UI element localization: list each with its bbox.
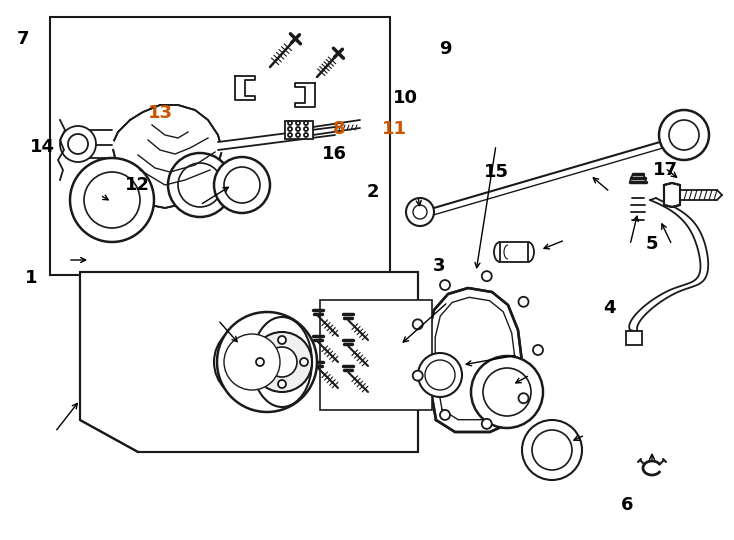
Text: 6: 6 (621, 496, 634, 514)
Circle shape (278, 336, 286, 344)
Circle shape (471, 356, 543, 428)
Text: 14: 14 (30, 138, 55, 156)
Bar (500, 242, 528, 262)
Circle shape (168, 153, 232, 217)
Circle shape (518, 297, 528, 307)
Text: 17: 17 (653, 161, 678, 179)
Circle shape (288, 127, 292, 131)
Text: 11: 11 (382, 119, 407, 138)
Circle shape (252, 332, 312, 392)
Polygon shape (112, 105, 222, 208)
Circle shape (482, 271, 492, 281)
Text: 12: 12 (125, 176, 150, 194)
Circle shape (217, 312, 317, 412)
Polygon shape (80, 272, 418, 452)
Circle shape (482, 419, 492, 429)
Text: 15: 15 (484, 163, 509, 181)
Circle shape (178, 163, 222, 207)
Text: 5: 5 (645, 235, 658, 253)
Circle shape (440, 410, 450, 420)
Circle shape (425, 360, 455, 390)
Circle shape (288, 121, 292, 125)
Circle shape (224, 334, 280, 390)
Circle shape (214, 324, 290, 400)
Bar (320, 300, 432, 410)
Circle shape (413, 205, 427, 219)
Circle shape (70, 158, 154, 242)
Text: 9: 9 (439, 39, 452, 58)
Bar (50, 17, 390, 275)
Circle shape (659, 110, 709, 160)
Circle shape (214, 157, 270, 213)
Polygon shape (428, 288, 522, 432)
Circle shape (304, 133, 308, 137)
Circle shape (413, 319, 423, 329)
Circle shape (413, 370, 423, 381)
Circle shape (522, 420, 582, 480)
Circle shape (418, 353, 462, 397)
Circle shape (533, 345, 543, 355)
Circle shape (304, 127, 308, 131)
Circle shape (669, 120, 699, 150)
Circle shape (532, 430, 572, 470)
Circle shape (256, 358, 264, 366)
Circle shape (440, 280, 450, 290)
Circle shape (483, 368, 531, 416)
Circle shape (296, 121, 300, 125)
Text: 1: 1 (25, 269, 38, 287)
Circle shape (278, 380, 286, 388)
Text: 8: 8 (333, 119, 346, 138)
Circle shape (296, 133, 300, 137)
Circle shape (60, 126, 96, 162)
Circle shape (84, 172, 140, 228)
Text: 3: 3 (432, 256, 446, 275)
Text: 13: 13 (148, 104, 172, 123)
Circle shape (267, 347, 297, 377)
Circle shape (288, 133, 292, 137)
Ellipse shape (252, 317, 312, 407)
Text: 16: 16 (321, 145, 346, 163)
Circle shape (518, 393, 528, 403)
Bar (626, 331, 642, 345)
Polygon shape (664, 183, 680, 207)
Circle shape (224, 167, 260, 203)
Circle shape (406, 198, 434, 226)
Text: 10: 10 (393, 89, 418, 107)
Circle shape (300, 358, 308, 366)
Circle shape (68, 134, 88, 154)
Bar (285, 121, 313, 139)
Circle shape (304, 121, 308, 125)
Circle shape (296, 127, 300, 131)
Text: 2: 2 (366, 183, 379, 201)
Text: 7: 7 (17, 30, 30, 48)
Text: 4: 4 (603, 299, 616, 317)
